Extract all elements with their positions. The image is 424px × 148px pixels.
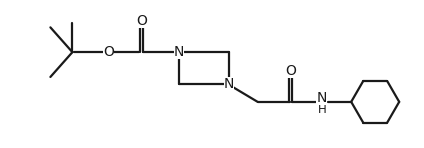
Text: N: N: [174, 45, 184, 59]
Text: O: O: [103, 45, 114, 59]
Text: O: O: [285, 64, 296, 78]
Text: O: O: [136, 14, 147, 28]
Text: N: N: [223, 77, 234, 91]
Text: H: H: [318, 103, 327, 116]
Text: N: N: [316, 91, 327, 105]
